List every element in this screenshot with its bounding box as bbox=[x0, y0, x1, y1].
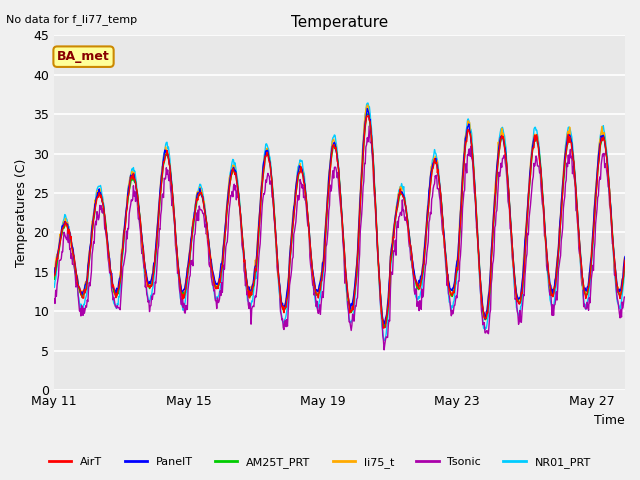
X-axis label: Time: Time bbox=[595, 414, 625, 427]
Legend: AirT, PanelT, AM25T_PRT, li75_t, Tsonic, NR01_PRT: AirT, PanelT, AM25T_PRT, li75_t, Tsonic,… bbox=[45, 452, 595, 472]
Title: Temperature: Temperature bbox=[291, 15, 388, 30]
Y-axis label: Temperatures (C): Temperatures (C) bbox=[15, 158, 28, 267]
Text: BA_met: BA_met bbox=[57, 50, 110, 63]
Text: No data for f_li77_temp: No data for f_li77_temp bbox=[6, 14, 138, 25]
